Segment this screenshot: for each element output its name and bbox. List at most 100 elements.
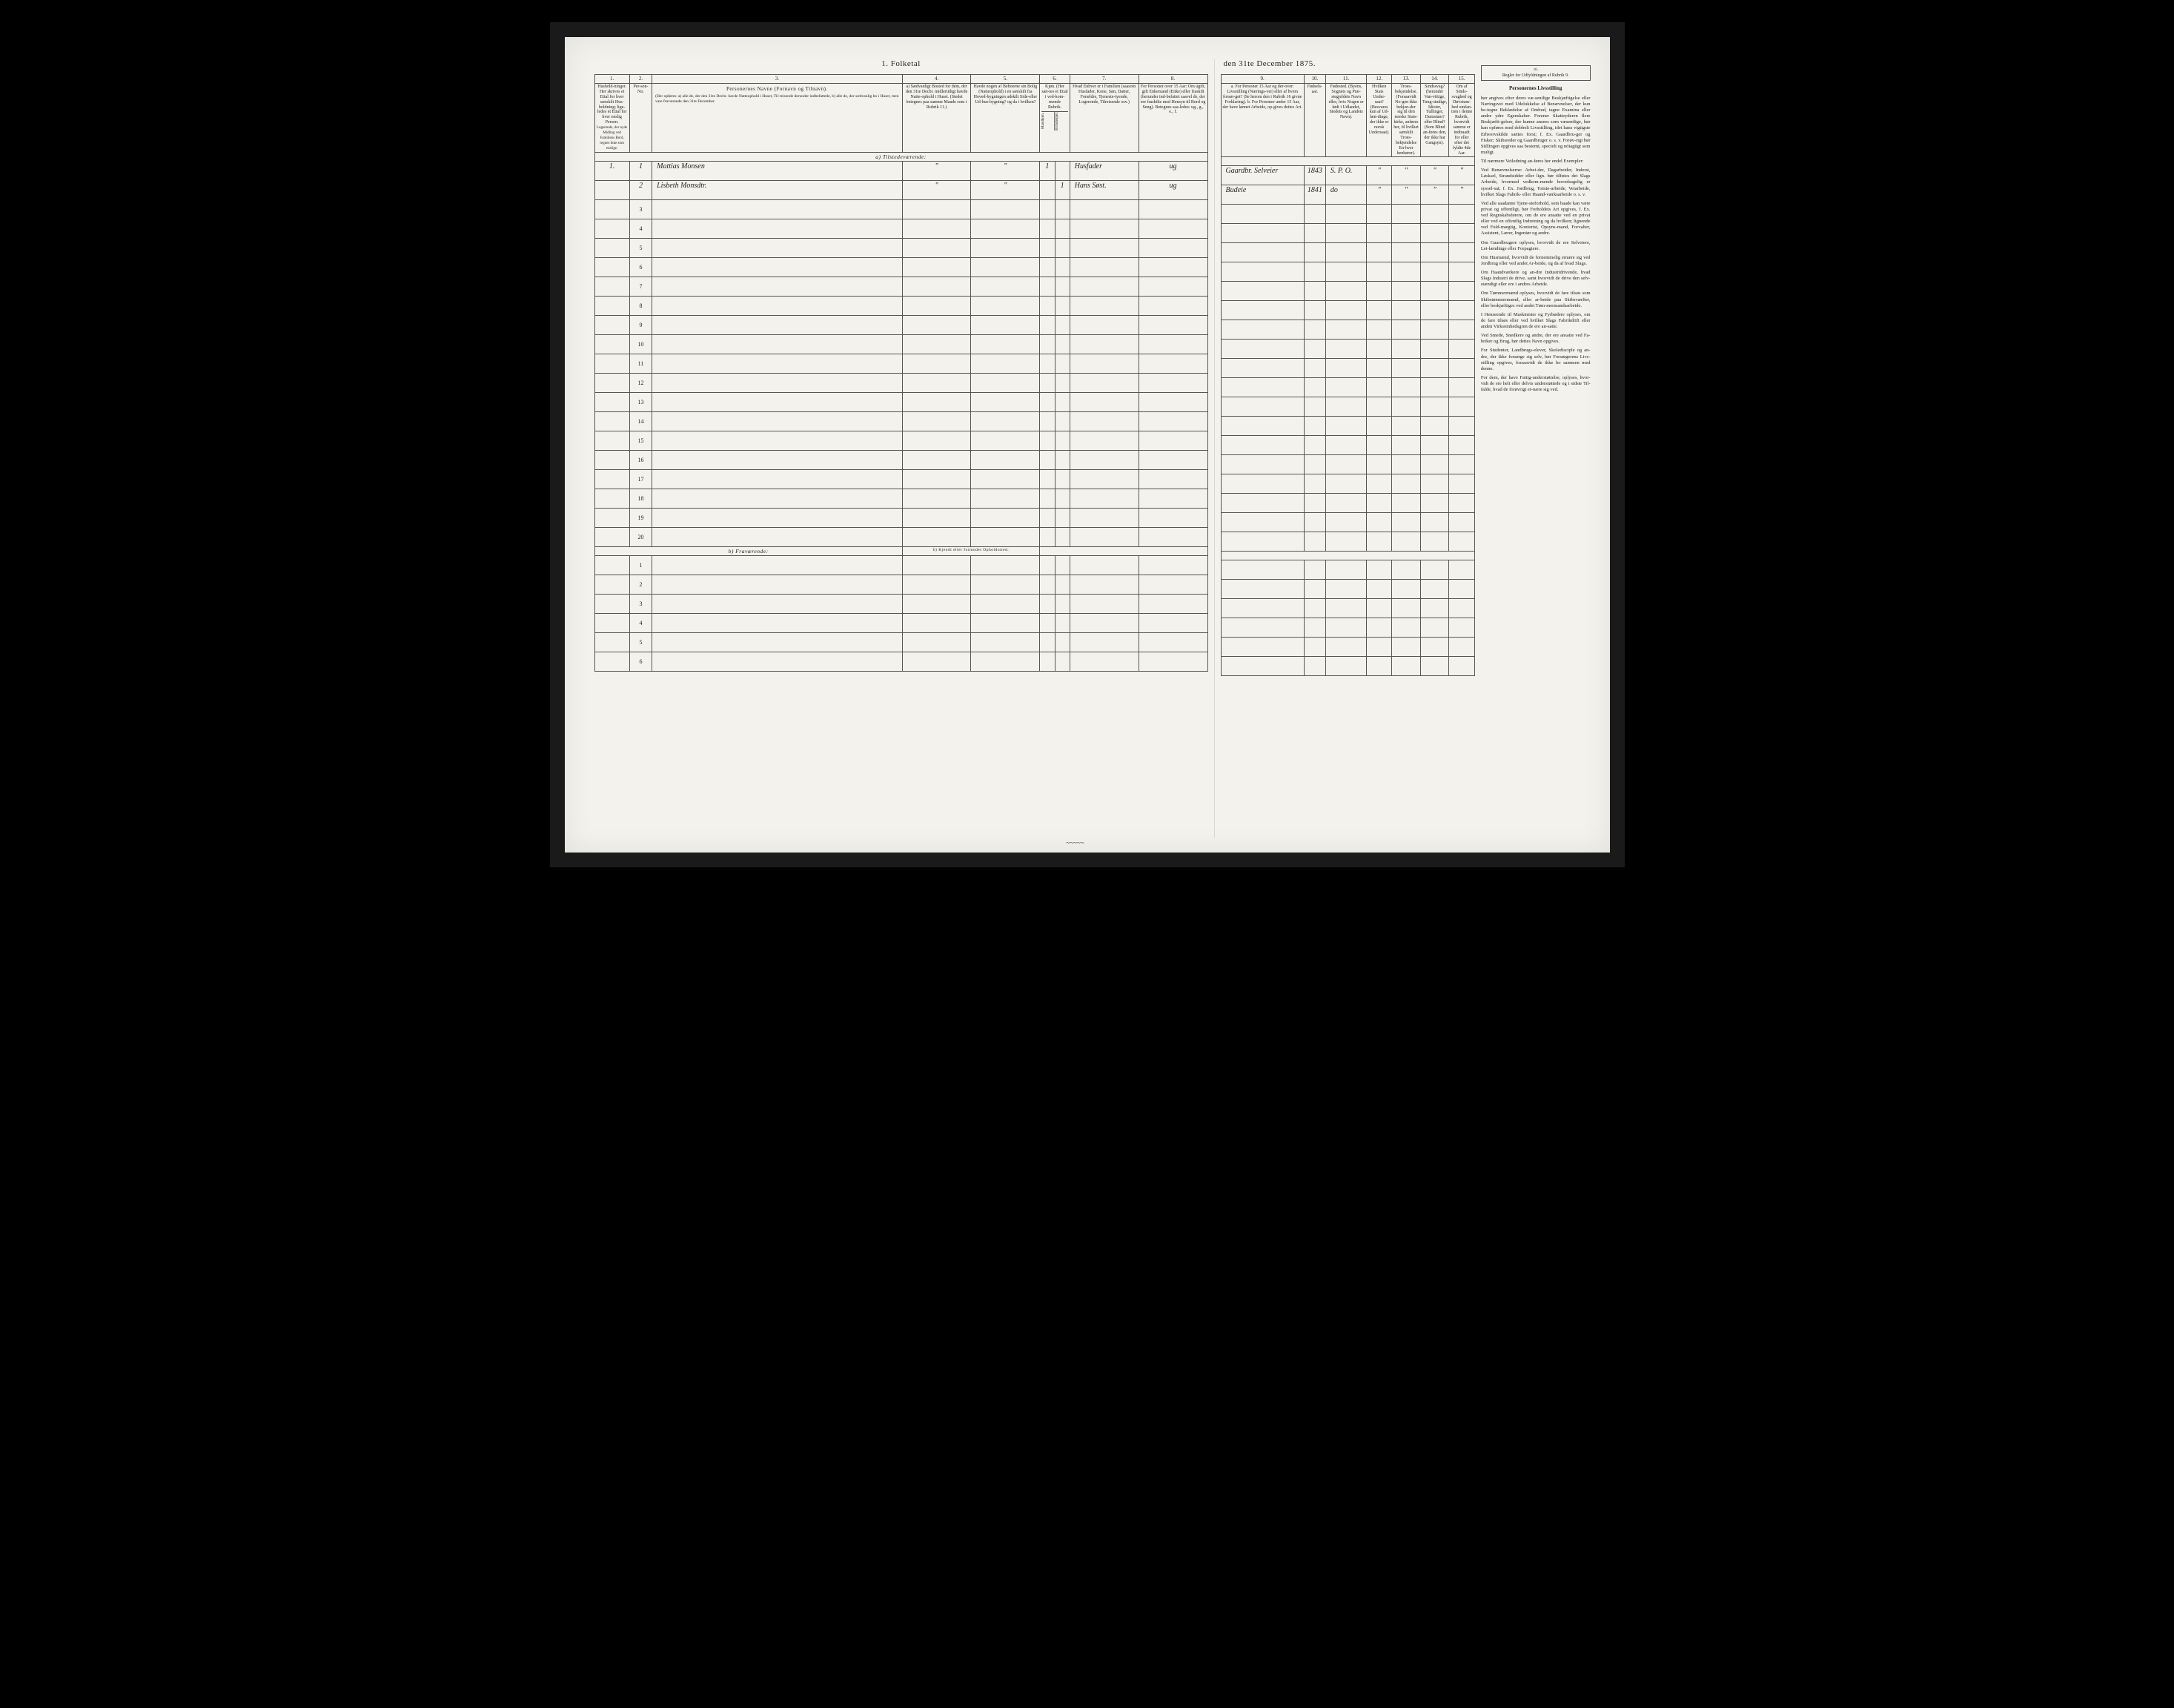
table-row: 12 [594,373,1207,392]
instructions-para: Til nærmere Veiledning an-føres her ende… [1481,159,1591,165]
section-absent-blank-r [1221,552,1474,560]
table-row [1221,474,1474,494]
column-number-row-r: 9. 10. 11. 12. 13. 14. 15. [1221,75,1474,84]
cell-c14: " [1420,185,1448,205]
section-present-blank-r [1221,157,1474,166]
bottom-scribble: ~~~~~ [1066,839,1084,847]
cell-place: S. P. O. [1325,166,1366,185]
table-row: 20 [594,527,1207,546]
table-row: Gaardbr. Selveier 1843 S. P. O. " " " " [1221,166,1474,185]
col6b: Kvindekjøn. [1055,112,1068,130]
instructions-para: Om Gaardbrugere oplyses, hvorvidt de ere… [1481,240,1591,252]
colnum-3: 3. [652,75,903,84]
table-row: 5 [594,632,1207,652]
table-row [1221,513,1474,532]
table-row [1221,205,1474,224]
cell-c15: " [1449,185,1475,205]
col10-header: Fødsels-aar. [1304,84,1325,157]
table-row: 5 [594,238,1207,257]
col1-header-note: Logerende, der nyde Midling ved Familien… [597,126,627,150]
instructions-para: For Studenter, Landbrugs-elever, Skoledi… [1481,348,1591,372]
table-row: 6 [594,257,1207,277]
colnum-10: 10. [1304,75,1325,84]
table-row [1221,262,1474,282]
table-row: 3 [594,594,1207,613]
table-row: 8 [594,296,1207,315]
col1-header-text: Hushold-ninger. Her skrives et Ettal for… [597,85,626,125]
table-row: 17 [594,469,1207,489]
ledger-page-spread: 1. Folketal 1. 2. 3. 4. 5. 6. 7. 8. Hush… [565,37,1610,853]
cell-k: 1 [1055,180,1070,199]
colnum-9: 9. [1221,75,1304,84]
colnum-11: 11. [1325,75,1366,84]
cell-name: Lisbeth Monsdtr. [652,180,903,199]
instructions-para: Ved Benævnelserne: Arbei-der, Dagarbeide… [1481,168,1591,198]
table-row: 4 [594,613,1207,632]
table-row [1221,560,1474,580]
cell-c5: " [971,161,1040,180]
table-row: 14 [594,411,1207,431]
colnum-7: 7. [1070,75,1139,84]
table-row [1221,580,1474,599]
instructions-head: Personernes Livsstilling [1481,85,1591,92]
colnum-13: 13. [1392,75,1421,84]
table-row [1221,282,1474,301]
instructions-para: bør angives efter deres væ-sentlige Besk… [1481,96,1591,156]
cell-ms: ug [1139,161,1207,180]
section-present-label: a) Tilstedeværende: [594,152,1207,161]
right-table-area: den 31te December 1875. 9. 10. 11. 12. 1… [1221,59,1475,838]
table-row: Budeie 1841 do " " " " [1221,185,1474,205]
section-present-r [1221,157,1474,166]
instructions-para: Om Haandværkere og an-dre Industridriven… [1481,270,1591,288]
colnum-6: 6. [1040,75,1070,84]
colnum-15: 15. [1449,75,1475,84]
table-row [1221,494,1474,513]
section-absent-blank [1040,546,1207,555]
table-row: 2 [594,575,1207,594]
table-row: 16 [594,450,1207,469]
cell-c13: " [1392,185,1421,205]
cell-born: 1843 [1304,166,1325,185]
cell-c12: " [1367,185,1392,205]
col2-header: Per-son-No. [629,84,652,153]
col5-header: Havde nogen af Beboerne sin Bolig (Natte… [971,84,1040,153]
instructions-para: Ved Smede, Snedkere og andre, der ere an… [1481,333,1591,345]
column-header-row: Hushold-ninger. Her skrives et Ettal for… [594,84,1207,153]
table-row: 6 [594,652,1207,671]
cell-hh [594,180,629,199]
cell-born: 1841 [1304,185,1325,205]
scan-frame: 1. Folketal 1. 2. 3. 4. 5. 6. 7. 8. Hush… [550,22,1625,867]
cell-k [1055,161,1070,180]
table-row [1221,599,1474,618]
section-absent-note: b) Kjendt eller formodet Opholdssted. [902,546,1040,555]
section-absent-r [1221,552,1474,560]
colnum-1: 1. [594,75,629,84]
table-row [1221,224,1474,243]
table-row [1221,301,1474,320]
table-row [1221,378,1474,397]
cell-name: Mattias Monsen [652,161,903,180]
section-absent-label: b) Fraværende: [594,546,902,555]
cell-c13: " [1392,166,1421,185]
colnum-2: 2. [629,75,652,84]
cell-hh: 1. [594,161,629,180]
table-row [1221,532,1474,552]
cell-occ: Gaardbr. Selveier [1221,166,1304,185]
table-row [1221,455,1474,474]
table-row: 11 [594,354,1207,373]
table-row [1221,618,1474,638]
instructions-column: 16. Regler for Udfyldningen af Rubrik 9.… [1475,59,1595,838]
col3-sub: (Her opføres: a) alle de, der den 31te D… [655,94,899,104]
right-page: den 31te December 1875. 9. 10. 11. 12. 1… [1215,59,1595,838]
table-row: 15 [594,431,1207,450]
instructions-paragraphs: bør angives efter deres væ-sentlige Besk… [1481,96,1591,394]
left-page: 1. Folketal 1. 2. 3. 4. 5. 6. 7. 8. Hush… [594,59,1215,838]
colnum-14: 14. [1420,75,1448,84]
col14-header: Sindssvag? (herunder Van-vittige, Tung-s… [1420,84,1448,157]
page-title-right: den 31te December 1875. [1221,59,1475,68]
col6-text: Kjøn. (Her sæt-tes et Ettal i ved-kom-me… [1041,85,1067,110]
col11-header: Fødested. (Byens, Sognets og Præ-stegjel… [1325,84,1366,157]
colnum-8: 8. [1139,75,1207,84]
table-row: 13 [594,392,1207,411]
table-row: 3 [594,199,1207,219]
